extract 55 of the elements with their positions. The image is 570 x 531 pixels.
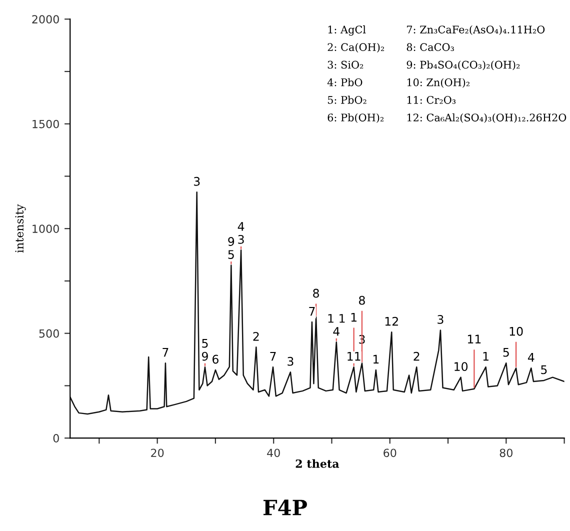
annotation: 11	[468, 334, 481, 344]
annotation: 5	[503, 348, 509, 357]
annotation: 6	[212, 354, 218, 364]
annotation: 3	[288, 356, 294, 366]
annotation: 2	[414, 352, 420, 361]
annotation: 9: Pb₄SO₄(CO₃)₂(OH)₂	[406, 60, 520, 70]
annotation: 1	[351, 313, 356, 322]
annotation: 1: AgCl	[328, 25, 366, 36]
annotation: 5: PbO₂	[328, 96, 366, 104]
y-axis-title: intensity	[15, 204, 26, 253]
annotation: 5	[541, 365, 547, 374]
annotation: 2: Ca(OH)₂	[328, 42, 384, 53]
y-tick-label: 500	[39, 329, 59, 338]
annotation: 4	[238, 222, 244, 231]
annotation: 10	[454, 362, 468, 372]
annotation: 10: Zn(OH)₂	[407, 78, 470, 88]
annotation: 1	[483, 352, 488, 361]
annotation: 3	[438, 314, 444, 324]
annotation: 11: Cr₂O₃	[407, 96, 456, 104]
annotation: 9	[202, 352, 208, 361]
annotation: 9	[228, 237, 234, 246]
x-tick-label: 80	[500, 448, 512, 458]
x-tick-label: 20	[151, 448, 164, 458]
annotation: 7: Zn₃CaFe₂(AsO₄)₄.11H₂O	[407, 25, 545, 35]
y-tick-label: 1000	[32, 224, 59, 233]
annotation: 7	[270, 352, 276, 361]
annotation: 1	[373, 354, 379, 364]
annotation: 3: SiO₂	[328, 60, 364, 69]
y-tick-label: 1500	[32, 120, 59, 128]
annotation: 4: PbO	[327, 78, 362, 86]
annotation: 3	[194, 176, 200, 186]
annotation: 2	[253, 332, 259, 341]
annotation: 8	[359, 296, 365, 305]
annotation: 1 1	[328, 314, 345, 323]
text: F4P	[264, 500, 307, 516]
annotation: 11	[348, 352, 360, 361]
x-axis-title: 2 theta	[296, 459, 340, 468]
annotation: 7	[162, 348, 168, 357]
annotation: 12: Ca₆Al₂(SO₄)₃(OH)₁₂.26H2O	[407, 113, 566, 123]
annotation: 5	[228, 250, 234, 259]
y-tick-label: 0	[53, 434, 59, 442]
x-tick-label: 60	[384, 448, 396, 458]
annotation: 3	[238, 234, 244, 244]
line-series	[70, 192, 564, 415]
annotation: 4	[528, 353, 534, 362]
annotation: 12	[385, 316, 398, 326]
annotation: 5	[202, 339, 208, 348]
annotation: 10	[510, 326, 523, 336]
x-tick-label: 40	[267, 448, 280, 458]
annotation: 8	[313, 288, 319, 298]
annotation: 8: CaCO₃	[406, 43, 454, 52]
annotation: 6: Pb(OH)₂	[328, 113, 384, 123]
y-tick-label: 2000	[32, 15, 59, 24]
annotation: 4	[333, 327, 340, 336]
annotation: 7	[309, 306, 315, 316]
